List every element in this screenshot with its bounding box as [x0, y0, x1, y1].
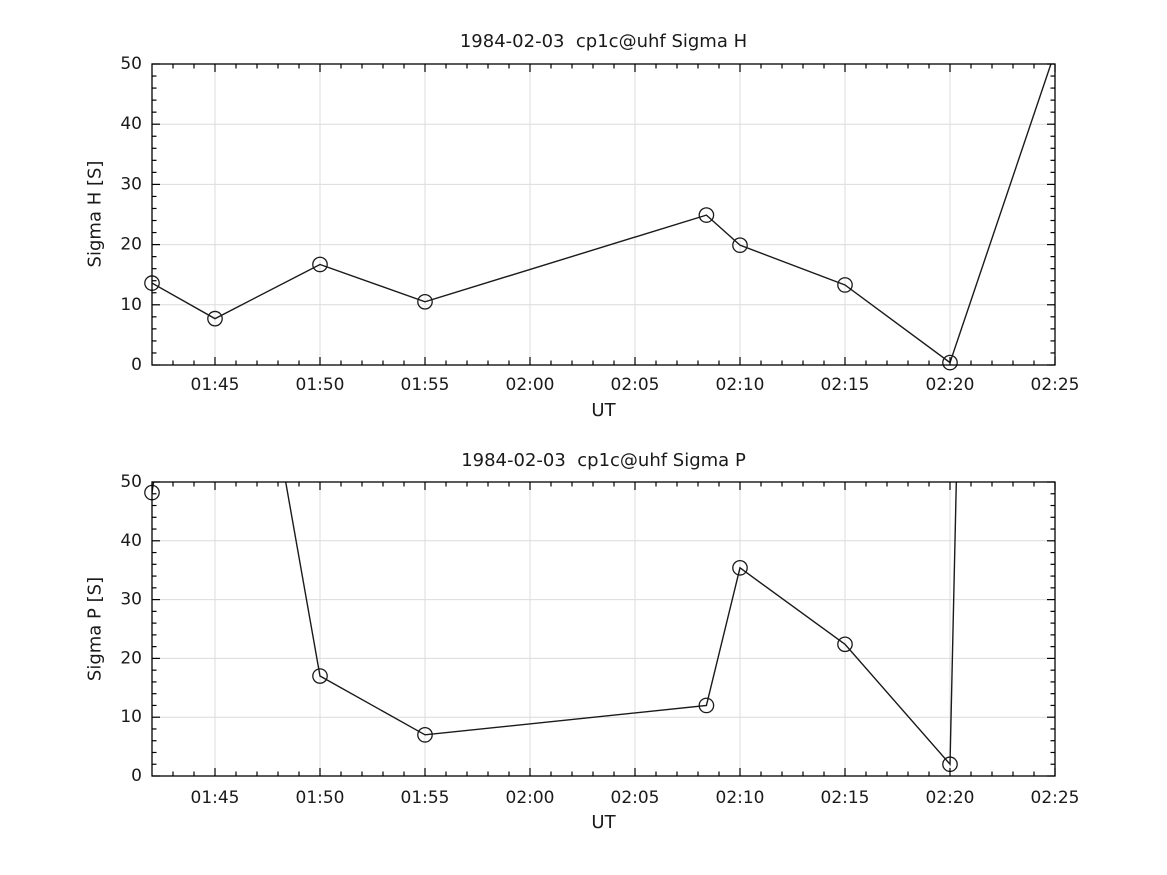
- sigma-h-xlabel: UT: [591, 400, 616, 421]
- axes-border: [151, 63, 1056, 366]
- y-tick-label: 0: [131, 766, 142, 786]
- data-point-marker: [837, 277, 853, 293]
- y-tick-label: 20: [120, 235, 142, 255]
- x-tick-label: 02:10: [716, 375, 765, 395]
- data-point-marker: [417, 726, 433, 743]
- y-tick-label: 50: [120, 472, 142, 492]
- data-point-marker: [837, 636, 853, 653]
- sigma-p-ylabel: Sigma P [S]: [84, 576, 106, 682]
- x-tick-label: 02:20: [926, 788, 975, 808]
- data-point-marker: [732, 237, 748, 254]
- y-tick-label: 0: [131, 355, 142, 375]
- y-tick-label: 10: [120, 295, 142, 315]
- sigma-p-title: 1984-02-03 cp1c@uhf Sigma P: [461, 450, 746, 471]
- x-tick-label: 01:50: [296, 375, 345, 395]
- data-point-marker: [698, 207, 715, 223]
- x-tick-label: 02:00: [506, 788, 555, 808]
- sigma-p-series-line: [152, 482, 958, 767]
- data-point-marker: [698, 697, 715, 714]
- x-tick-label: 02:15: [821, 788, 870, 808]
- y-tick-label: 20: [120, 648, 142, 668]
- x-tick-label: 02:00: [506, 375, 555, 395]
- sigma-h-title: 1984-02-03 cp1c@uhf Sigma H: [459, 31, 748, 52]
- x-tick-label: 01:55: [401, 788, 450, 808]
- x-tick-label: 01:55: [401, 375, 450, 395]
- sigma-h-ylabel: Sigma H [S]: [84, 160, 106, 268]
- sigma-h-plot-area: 01:45 01:50 01:55 02:00 02:05 02:10 02:15 02:20…: [120, 54, 1080, 395]
- y-tick-label: 40: [120, 531, 142, 551]
- data-point-marker: [732, 559, 748, 576]
- x-tick-label: 02:05: [611, 788, 660, 808]
- x-tick-label: 02:05: [611, 375, 660, 395]
- data-point-marker: [312, 256, 328, 273]
- x-tick-label: 02:20: [926, 375, 975, 395]
- sigma-p-xlabel: UT: [591, 812, 616, 833]
- data-point-marker: [207, 310, 223, 327]
- x-tick-label: 01:45: [191, 788, 240, 808]
- sigma-p-plot-area: 01:45 01:50 01:55 02:00 02:05 02:10 02:15 02:20…: [120, 472, 1080, 808]
- sigma-h-series-line: [152, 64, 1052, 364]
- data-point-marker: [417, 293, 433, 310]
- y-tick-label: 50: [120, 54, 142, 74]
- y-tick-label: 30: [120, 174, 142, 194]
- x-tick-label: 02:25: [1031, 375, 1080, 395]
- y-tick-label: 30: [120, 590, 142, 610]
- x-tick-label: 02:15: [821, 375, 870, 395]
- y-tick-label: 40: [120, 114, 142, 134]
- x-tick-label: 02:25: [1031, 788, 1080, 808]
- axes-border: [151, 481, 1056, 777]
- x-tick-label: 01:45: [191, 375, 240, 395]
- x-tick-label: 02:10: [716, 788, 765, 808]
- data-point-marker: [312, 668, 328, 684]
- y-tick-label: 10: [120, 707, 142, 727]
- data-point-marker: [942, 354, 958, 371]
- x-tick-label: 01:50: [296, 788, 345, 808]
